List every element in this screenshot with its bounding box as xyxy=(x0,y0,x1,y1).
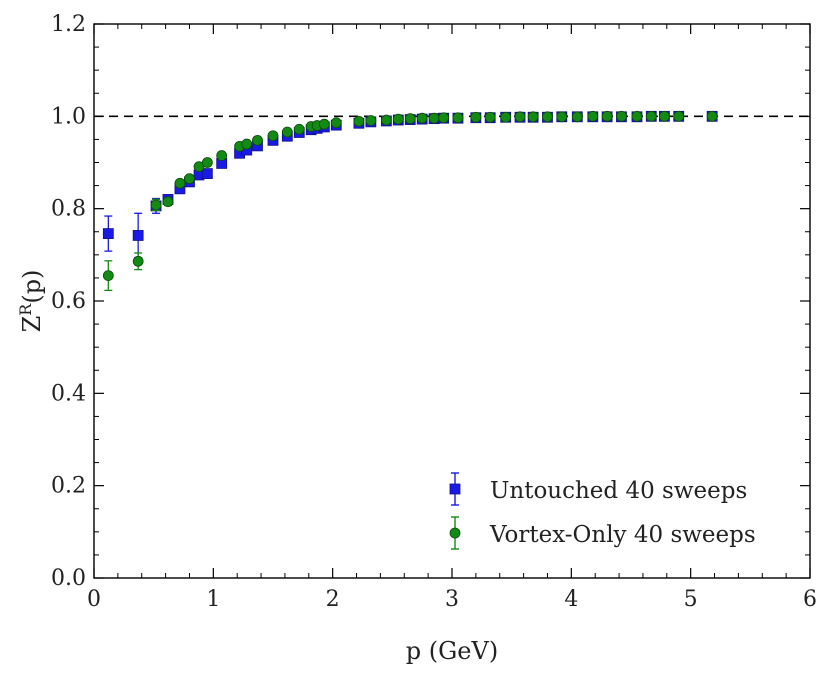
y-tick-label: 1.0 xyxy=(51,104,86,129)
data-point-circle xyxy=(500,111,512,123)
data-point-circle xyxy=(428,112,440,124)
x-tick-label: 4 xyxy=(564,587,578,612)
legend-label-vortex-only: Vortex-Only 40 sweeps xyxy=(489,522,756,548)
x-tick-label: 0 xyxy=(87,587,101,612)
ticks-layer: 0 1 2 3 4 5 6 0.0 0.2 0.4 0.6 0.8 1.0 1.2 xyxy=(51,12,817,612)
x-tick-label: 2 xyxy=(326,587,340,612)
data-point-circle xyxy=(571,111,583,123)
data-point-circle xyxy=(318,118,330,130)
legend-label-untouched: Untouched 40 sweeps xyxy=(490,478,747,504)
data-point-circle xyxy=(587,110,599,122)
x-tick-label: 1 xyxy=(206,587,220,612)
data-point-circle xyxy=(452,112,464,124)
data-point-circle xyxy=(267,130,279,142)
legend-item-untouched: Untouched 40 sweeps xyxy=(449,472,747,506)
y-axis-label-sup: R xyxy=(16,303,35,316)
data-point-circle xyxy=(392,113,404,125)
data-point-circle xyxy=(353,116,365,127)
y-axis-label-suffix: (p) xyxy=(18,270,46,304)
data-point-circle xyxy=(470,111,482,123)
data-point-circle xyxy=(201,157,213,168)
data-point-square xyxy=(201,168,213,179)
data-point-circle xyxy=(416,112,428,124)
y-tick-label: 1.2 xyxy=(51,12,86,37)
x-tick-label: 6 xyxy=(803,587,817,612)
data-point-circle xyxy=(365,115,377,126)
data-point-circle xyxy=(102,270,114,282)
data-point-circle xyxy=(150,199,162,211)
plot-frame xyxy=(93,23,811,579)
legend-item-vortex-only: Vortex-Only 40 sweeps xyxy=(449,516,756,550)
data-point-circle xyxy=(659,110,670,122)
data-point-circle xyxy=(645,110,657,122)
y-tick-label: 0.0 xyxy=(51,566,86,591)
data-point-circle xyxy=(252,134,263,146)
y-axis-label: ZR(p) xyxy=(16,270,46,333)
legend-marker-square xyxy=(449,483,461,495)
data-point-circle xyxy=(438,112,450,124)
data-point-square xyxy=(132,230,144,241)
data-point-circle xyxy=(601,110,613,122)
data-point-circle xyxy=(162,196,174,208)
x-tick-label: 5 xyxy=(684,587,698,612)
data-point-circle xyxy=(542,111,553,123)
data-point-circle xyxy=(330,117,342,129)
data-point-circle xyxy=(484,111,496,123)
data-point-circle xyxy=(556,111,568,123)
data-point-circle xyxy=(281,126,293,138)
y-tick-label: 0.2 xyxy=(51,474,86,499)
series-layer xyxy=(102,110,718,292)
data-point-circle xyxy=(404,113,416,125)
data-point-circle xyxy=(174,177,186,189)
data-point-circle xyxy=(380,114,392,126)
legend: Untouched 40 sweeps Vortex-Only 40 sweep… xyxy=(449,472,756,550)
data-point-circle xyxy=(527,111,539,123)
x-tick-label: 3 xyxy=(445,587,459,612)
legend-marker-circle xyxy=(449,527,461,539)
data-point-circle xyxy=(673,110,685,122)
data-point-square xyxy=(102,228,114,239)
y-tick-label: 0.8 xyxy=(51,197,86,222)
y-axis-label-main: Z xyxy=(18,316,46,333)
data-point-circle xyxy=(514,111,526,123)
data-point-circle xyxy=(216,150,228,161)
data-point-circle xyxy=(241,138,253,150)
series-vortex-only xyxy=(102,110,718,292)
data-point-circle xyxy=(631,110,643,122)
y-tick-label: 0.6 xyxy=(51,289,86,314)
y-tick-label: 0.4 xyxy=(51,381,86,406)
data-point-circle xyxy=(616,110,627,122)
data-point-circle xyxy=(293,123,305,135)
x-axis-label: p (GeV) xyxy=(406,637,498,665)
data-point-circle xyxy=(132,255,144,267)
data-point-circle xyxy=(184,173,195,185)
data-point-circle xyxy=(706,110,718,122)
